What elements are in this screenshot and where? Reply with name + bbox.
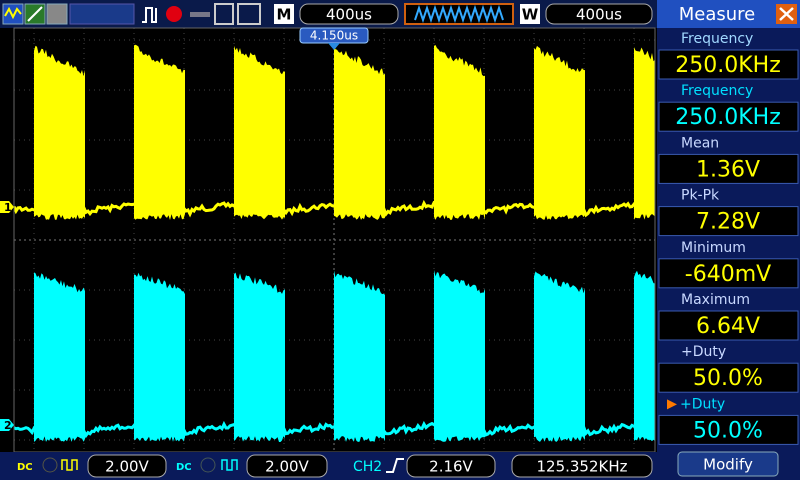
m-box (274, 4, 294, 24)
ch1-marker (0, 201, 14, 213)
measure-panel: Measure Modify Frequency 250.0KHz Frequenc… (657, 0, 800, 480)
measure-value: 7.28V (696, 210, 760, 235)
ch1-icon (42, 457, 58, 473)
status-bar: DC 2.00V DC 2.00V CH2 2.16V 125.352KHz (0, 452, 657, 480)
measure-label[interactable]: Minimum (681, 240, 746, 256)
frequency-counter: 125.352KHz (536, 458, 627, 476)
icon[interactable] (46, 3, 68, 25)
ch1-marker-label: 1 (4, 201, 12, 214)
pulse-burst (634, 270, 655, 442)
ch2-scale: 2.00V (265, 458, 309, 476)
ch1-coupling: DC (17, 462, 33, 473)
measure-value-box (658, 101, 799, 132)
ch2-scale-box (246, 454, 328, 478)
trigger-level-box (406, 454, 496, 478)
window-box (545, 3, 653, 25)
measure-value-box (658, 310, 799, 341)
measure-value: 6.64V (696, 314, 760, 339)
close-icon (779, 7, 794, 21)
pulse-burst (534, 271, 585, 442)
measure-value-box (658, 258, 799, 289)
pulse-burst (534, 45, 585, 220)
status-box (69, 3, 135, 25)
icon-usb (190, 12, 210, 17)
icon-save[interactable] (214, 3, 234, 25)
icon-record[interactable] (166, 6, 182, 22)
measure-label[interactable]: Maximum (681, 292, 750, 308)
measure-value-box (658, 362, 799, 393)
pulse-burst (634, 47, 655, 220)
measure-value-box (658, 206, 799, 237)
pulse-burst (334, 45, 385, 220)
timebase-label: M (277, 6, 292, 24)
icon-run (142, 7, 157, 23)
window-time: 400us (576, 6, 622, 24)
measure-value: 50.0% (693, 418, 763, 443)
ch1-scale-box (87, 454, 167, 478)
window-label: W (522, 6, 539, 24)
measure-value-box (658, 49, 799, 80)
selected-arrow (667, 399, 677, 410)
pulse-burst (34, 45, 85, 220)
pulse-burst (234, 45, 285, 220)
pulse-burst (34, 272, 85, 442)
ch2-marker (0, 419, 14, 431)
trigger-position: 4.150us (310, 29, 358, 43)
pulse-burst (134, 272, 185, 442)
measure-label[interactable]: +Duty (680, 396, 725, 412)
pulse-burst (134, 44, 185, 220)
panel-title: Measure (679, 4, 756, 25)
timebase-box (299, 3, 399, 25)
pulse-burst (434, 270, 485, 442)
measure-label[interactable]: Frequency (681, 83, 753, 99)
panel-bg (657, 0, 800, 480)
ch1-scale: 2.00V (105, 458, 149, 476)
trigger-marker (328, 43, 340, 50)
ch2-wave-icon (221, 459, 238, 471)
waveforms (14, 44, 655, 442)
measure-label[interactable]: Pk-Pk (681, 188, 720, 204)
ch2-marker-label: 2 (4, 419, 12, 432)
measure-value: 50.0% (693, 366, 763, 391)
measure-value-box (658, 153, 799, 184)
window-wave (414, 4, 504, 24)
icon-line (27, 6, 43, 22)
trigger-level: 2.16V (429, 458, 473, 476)
frequency-box (511, 454, 653, 478)
icon-wave (4, 6, 22, 20)
measure-value: 250.0KHz (675, 53, 781, 78)
modify-button[interactable] (677, 451, 779, 477)
ch1-wave-icon (61, 459, 78, 471)
pulse-burst (434, 45, 485, 220)
modify-label: Modify (703, 456, 753, 474)
toolbar: M 400us W 400us (0, 0, 657, 28)
w-box (520, 4, 540, 24)
pulse-burst (234, 272, 285, 442)
trigger-source: CH2 (353, 459, 382, 475)
measure-value: -640mV (685, 262, 771, 287)
pulse-burst (334, 270, 385, 442)
icon-print[interactable] (237, 3, 261, 25)
measure-value: 1.36V (696, 157, 760, 182)
timebase: 400us (326, 6, 372, 24)
measure-label[interactable]: +Duty (681, 344, 726, 360)
trigger-edge-icon (386, 458, 404, 473)
measure-value: 250.0KHz (675, 105, 781, 130)
ch2-coupling: DC (176, 462, 192, 473)
ch2-icon (200, 457, 216, 473)
measure-label[interactable]: Mean (681, 135, 719, 151)
measure-value-box (658, 414, 799, 445)
measure-label[interactable]: Frequency (681, 31, 753, 47)
